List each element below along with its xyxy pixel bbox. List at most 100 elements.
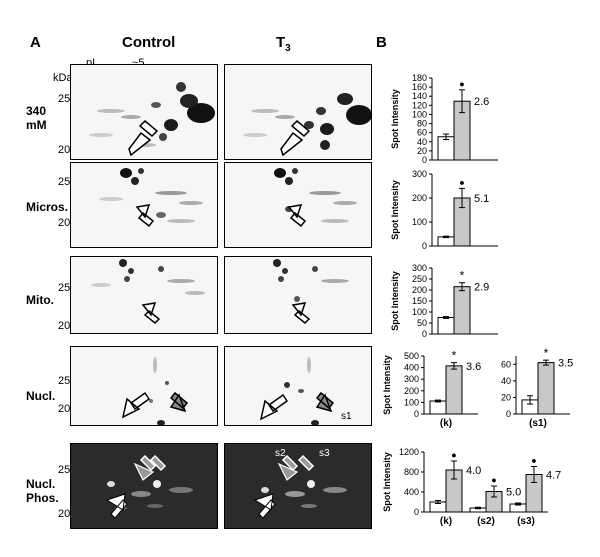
- gel-micros-control: [70, 162, 218, 248]
- y-tick-label: 60: [417, 128, 427, 138]
- fold-change-label: 4.0: [466, 465, 481, 477]
- y-axis-label: Spot Intensity: [382, 452, 392, 512]
- chart-svg: 0 100 200 300 Spot Intensity ● 5.1: [390, 169, 498, 251]
- gel-micros-t3: [224, 162, 372, 248]
- mw-marker-20: 20: [58, 144, 71, 156]
- significance-marker: *: [452, 349, 457, 363]
- y-tick-label: 300: [404, 374, 419, 384]
- significance-marker: *: [544, 346, 549, 360]
- mw-marker-25: 25: [58, 176, 71, 188]
- y-tick-label: 200: [412, 193, 427, 203]
- y-tick-label: 0: [414, 409, 419, 419]
- fold-change-label: 3.6: [466, 361, 481, 373]
- category-label: (k): [440, 516, 452, 527]
- row-label-mito: Mito.: [26, 293, 54, 307]
- y-tick-label: 300: [412, 169, 427, 179]
- significance-marker: ●: [459, 79, 464, 89]
- y-tick-label: 0: [414, 507, 419, 517]
- mw-marker-20: 20: [58, 217, 71, 229]
- mw-marker-20: 20: [58, 320, 71, 332]
- kda-label: kDa: [53, 72, 73, 84]
- spot-label-s2: s2: [275, 448, 286, 459]
- y-tick-label: 0: [422, 241, 427, 251]
- category-label: (s2): [477, 516, 495, 527]
- significance-marker: *: [460, 269, 465, 283]
- gel-nucl-t3: s1: [224, 346, 372, 426]
- bar-chart-340mm: 0 20 40 60 80 100 120 140 160 180 Spot Intensity ● 2…: [378, 72, 518, 165]
- y-tick-label: 100: [412, 307, 427, 317]
- y-tick-label: 200: [412, 285, 427, 295]
- category-label: (k): [440, 418, 452, 429]
- y-tick-label: 500: [404, 351, 419, 361]
- fold-change-label: 5.1: [474, 193, 489, 205]
- category-label: (s1): [529, 418, 547, 429]
- spot-label-s3: s3: [319, 448, 330, 459]
- y-tick-label: 80: [417, 119, 427, 129]
- y-tick-label: 100: [404, 397, 419, 407]
- chart-svg: 0 20 40 60 * 3.5 (s1): [501, 346, 573, 429]
- mw-marker-25: 25: [58, 464, 71, 476]
- bar: [437, 317, 455, 335]
- y-axis-label: Spot Intensity: [390, 180, 400, 240]
- mw-marker-20: 20: [58, 508, 71, 520]
- bar-chart-nucl-s1: 0 20 40 60 * 3.5 (s1): [490, 346, 590, 429]
- significance-marker: ●: [451, 450, 456, 460]
- y-tick-label: 100: [412, 109, 427, 119]
- y-tick-label: 300: [412, 263, 427, 273]
- fold-change-label: 2.6: [474, 96, 489, 108]
- significance-marker: ●: [531, 456, 536, 466]
- row-label-nucl-phos: Nucl. Phos.: [26, 477, 59, 505]
- y-tick-label: 40: [417, 137, 427, 147]
- y-axis-label: Spot Intensity: [382, 355, 392, 415]
- y-tick-label: 20: [501, 392, 511, 402]
- y-tick-label: 800: [404, 467, 419, 477]
- gel-340mm-t3: [224, 64, 372, 160]
- y-tick-label: 120: [412, 100, 427, 110]
- row-label-340mm: 340 mM: [26, 104, 47, 132]
- mw-marker-20: 20: [58, 403, 71, 415]
- gel-mito-control: [70, 256, 218, 334]
- y-tick-label: 50: [417, 318, 427, 328]
- panel-a-label: A: [30, 34, 41, 51]
- y-tick-label: 160: [412, 82, 427, 92]
- pi-label: pI: [86, 57, 96, 69]
- gel-340mm-control: [70, 64, 218, 160]
- bar: [437, 236, 455, 247]
- bar-chart-mito: 0 50 100 150 200 250 300 Spot Intensity * 2.9: [378, 262, 518, 339]
- chart-svg: 0 400 800 1200 Spot Intensity ● 4.0 (k) ● 5.0 (s2)…: [382, 447, 561, 527]
- gel-mito-t3: [224, 256, 372, 334]
- y-tick-label: 0: [422, 155, 427, 165]
- row-label-nucl: Nucl.: [26, 389, 56, 403]
- mw-marker-25: 25: [58, 282, 71, 294]
- column-title-control: Control: [122, 34, 176, 51]
- mw-marker-25: 25: [58, 375, 71, 387]
- bar: [429, 400, 447, 415]
- fold-change-label: 2.9: [474, 282, 489, 294]
- y-tick-label: 150: [412, 296, 427, 306]
- y-tick-label: 400: [404, 487, 419, 497]
- panel-b-label: B: [376, 34, 387, 51]
- y-tick-label: 0: [506, 409, 511, 419]
- y-tick-label: 250: [412, 274, 427, 284]
- y-tick-label: 400: [404, 363, 419, 373]
- fold-change-label: 3.5: [558, 358, 573, 370]
- y-tick-label: 20: [417, 146, 427, 156]
- bar: [445, 365, 463, 415]
- bar: [537, 362, 555, 415]
- spot-label-s1: s1: [341, 411, 352, 422]
- bar: [437, 136, 455, 161]
- category-label: (s3): [517, 516, 535, 527]
- gel-nucl-phos-control: [70, 443, 218, 529]
- y-tick-label: 180: [412, 73, 427, 83]
- bar-chart-nucl-phos: 0 400 800 1200 Spot Intensity ● 4.0 (k) ● 5.0 (s2)…: [378, 446, 588, 527]
- fold-change-label: 4.7: [546, 470, 561, 482]
- bar-chart-micros: 0 100 200 300 Spot Intensity ● 5.1: [378, 168, 518, 251]
- y-tick-label: 100: [412, 217, 427, 227]
- fold-change-label: 5.0: [506, 487, 521, 499]
- mw-marker-25: 25: [58, 93, 71, 105]
- gel-nucl-control: [70, 346, 218, 426]
- y-tick-label: 40: [501, 376, 511, 386]
